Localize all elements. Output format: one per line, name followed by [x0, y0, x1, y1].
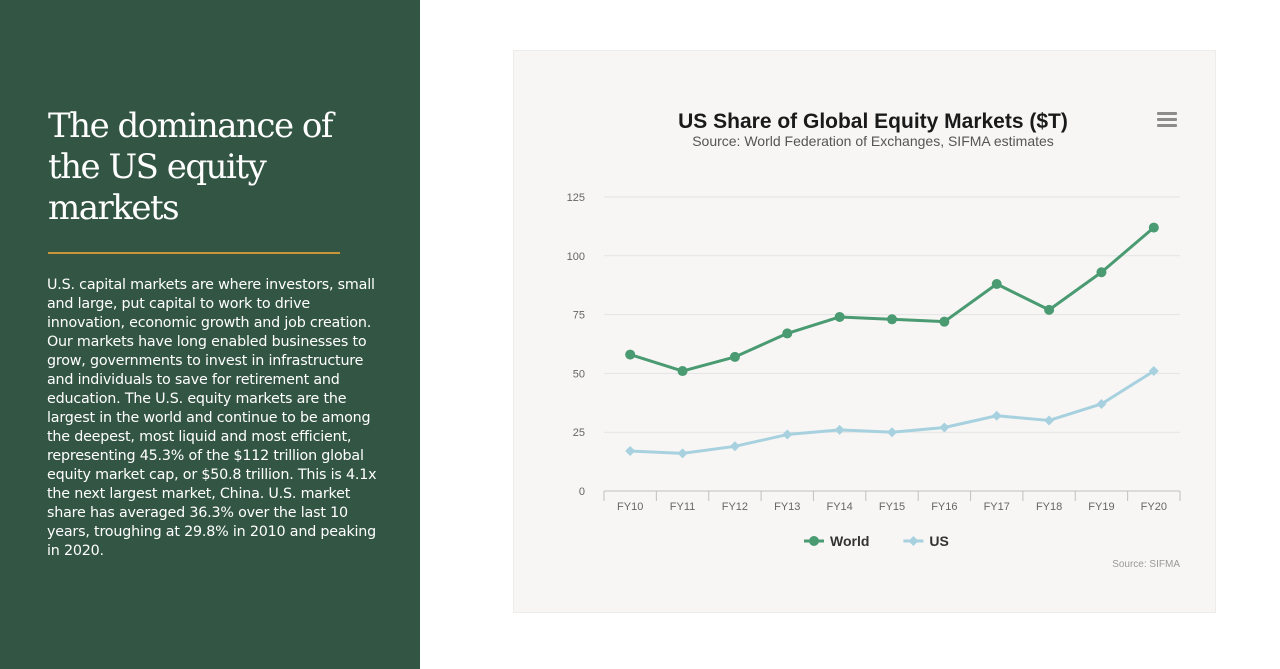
x-tick-label: FY11 — [670, 501, 695, 513]
data-point[interactable] — [939, 316, 950, 327]
legend-item-world[interactable]: World — [804, 533, 869, 549]
x-tick-label: FY14 — [826, 501, 852, 513]
legend-label: US — [929, 533, 948, 549]
data-point[interactable] — [1096, 267, 1107, 278]
data-point[interactable] — [991, 279, 1002, 290]
data-point[interactable] — [625, 349, 636, 360]
y-tick-label: 50 — [573, 368, 585, 380]
data-point[interactable] — [625, 446, 636, 457]
series-line[interactable] — [630, 369, 1155, 455]
legend-item-us[interactable]: US — [903, 533, 949, 549]
data-point[interactable] — [887, 427, 897, 438]
legend-label: World — [830, 533, 869, 549]
x-axis: FY10 FY11 FY12 FY13 FY14 FY15 FY16 FY17 FY18 FY19… — [603, 490, 1181, 513]
chart-title: US Share of Global Equity Markets ($T) — [678, 110, 1068, 133]
chart-subtitle: Source: World Federation of Exchanges, S… — [692, 133, 1054, 149]
data-point[interactable] — [1044, 304, 1055, 315]
data-point[interactable] — [1096, 398, 1107, 409]
title-divider — [48, 252, 340, 254]
x-tick-label: FY20 — [1141, 501, 1167, 513]
data-point[interactable] — [729, 351, 740, 362]
y-tick-label: 100 — [567, 251, 585, 263]
slide-title: The dominance of the US equity markets — [48, 106, 333, 228]
data-point[interactable] — [887, 314, 897, 325]
data-point[interactable] — [677, 366, 688, 377]
series-layer — [625, 222, 1159, 459]
x-tick-label: FY10 — [617, 501, 643, 513]
chart-card: US Share of Global Equity Markets ($T) S… — [513, 50, 1216, 613]
data-point[interactable] — [1148, 366, 1159, 377]
series-line[interactable] — [629, 226, 1155, 373]
x-tick-label: FY16 — [931, 501, 957, 513]
data-point[interactable] — [939, 422, 950, 433]
x-tick-label: FY18 — [1036, 501, 1062, 513]
series-us[interactable] — [625, 366, 1159, 459]
y-tick-label: 125 — [567, 192, 585, 204]
series-world[interactable] — [625, 222, 1159, 377]
data-point[interactable] — [782, 429, 793, 440]
x-tick-label: FY15 — [879, 501, 905, 513]
hamburger-menu-icon[interactable] — [1156, 111, 1178, 129]
chart-credit[interactable]: Source: SIFMA — [1112, 559, 1180, 570]
x-tick-label: FY13 — [774, 501, 800, 513]
data-point[interactable] — [1044, 415, 1055, 426]
data-point[interactable] — [834, 311, 845, 322]
y-tick-label: 75 — [573, 310, 585, 322]
x-tick-label: FY12 — [722, 501, 748, 513]
data-point[interactable] — [991, 410, 1002, 421]
data-point[interactable] — [1148, 222, 1159, 233]
data-point[interactable] — [677, 448, 688, 459]
y-tick-label: 0 — [579, 486, 585, 498]
x-tick-label: FY17 — [984, 501, 1010, 513]
x-tick-label: FY19 — [1088, 501, 1114, 513]
data-point[interactable] — [834, 424, 845, 435]
slide-body-text: U.S. capital markets are where investors… — [47, 277, 377, 559]
data-point[interactable] — [729, 441, 740, 452]
legend-marker — [908, 536, 919, 546]
data-point[interactable] — [782, 328, 793, 339]
y-tick-label: 25 — [573, 427, 585, 439]
legend: World US — [804, 533, 949, 549]
equity-markets-chart: US Share of Global Equity Markets ($T) S… — [567, 110, 1181, 570]
legend-marker — [809, 536, 819, 546]
left-panel: The dominance of the US equity markets U… — [0, 0, 420, 669]
